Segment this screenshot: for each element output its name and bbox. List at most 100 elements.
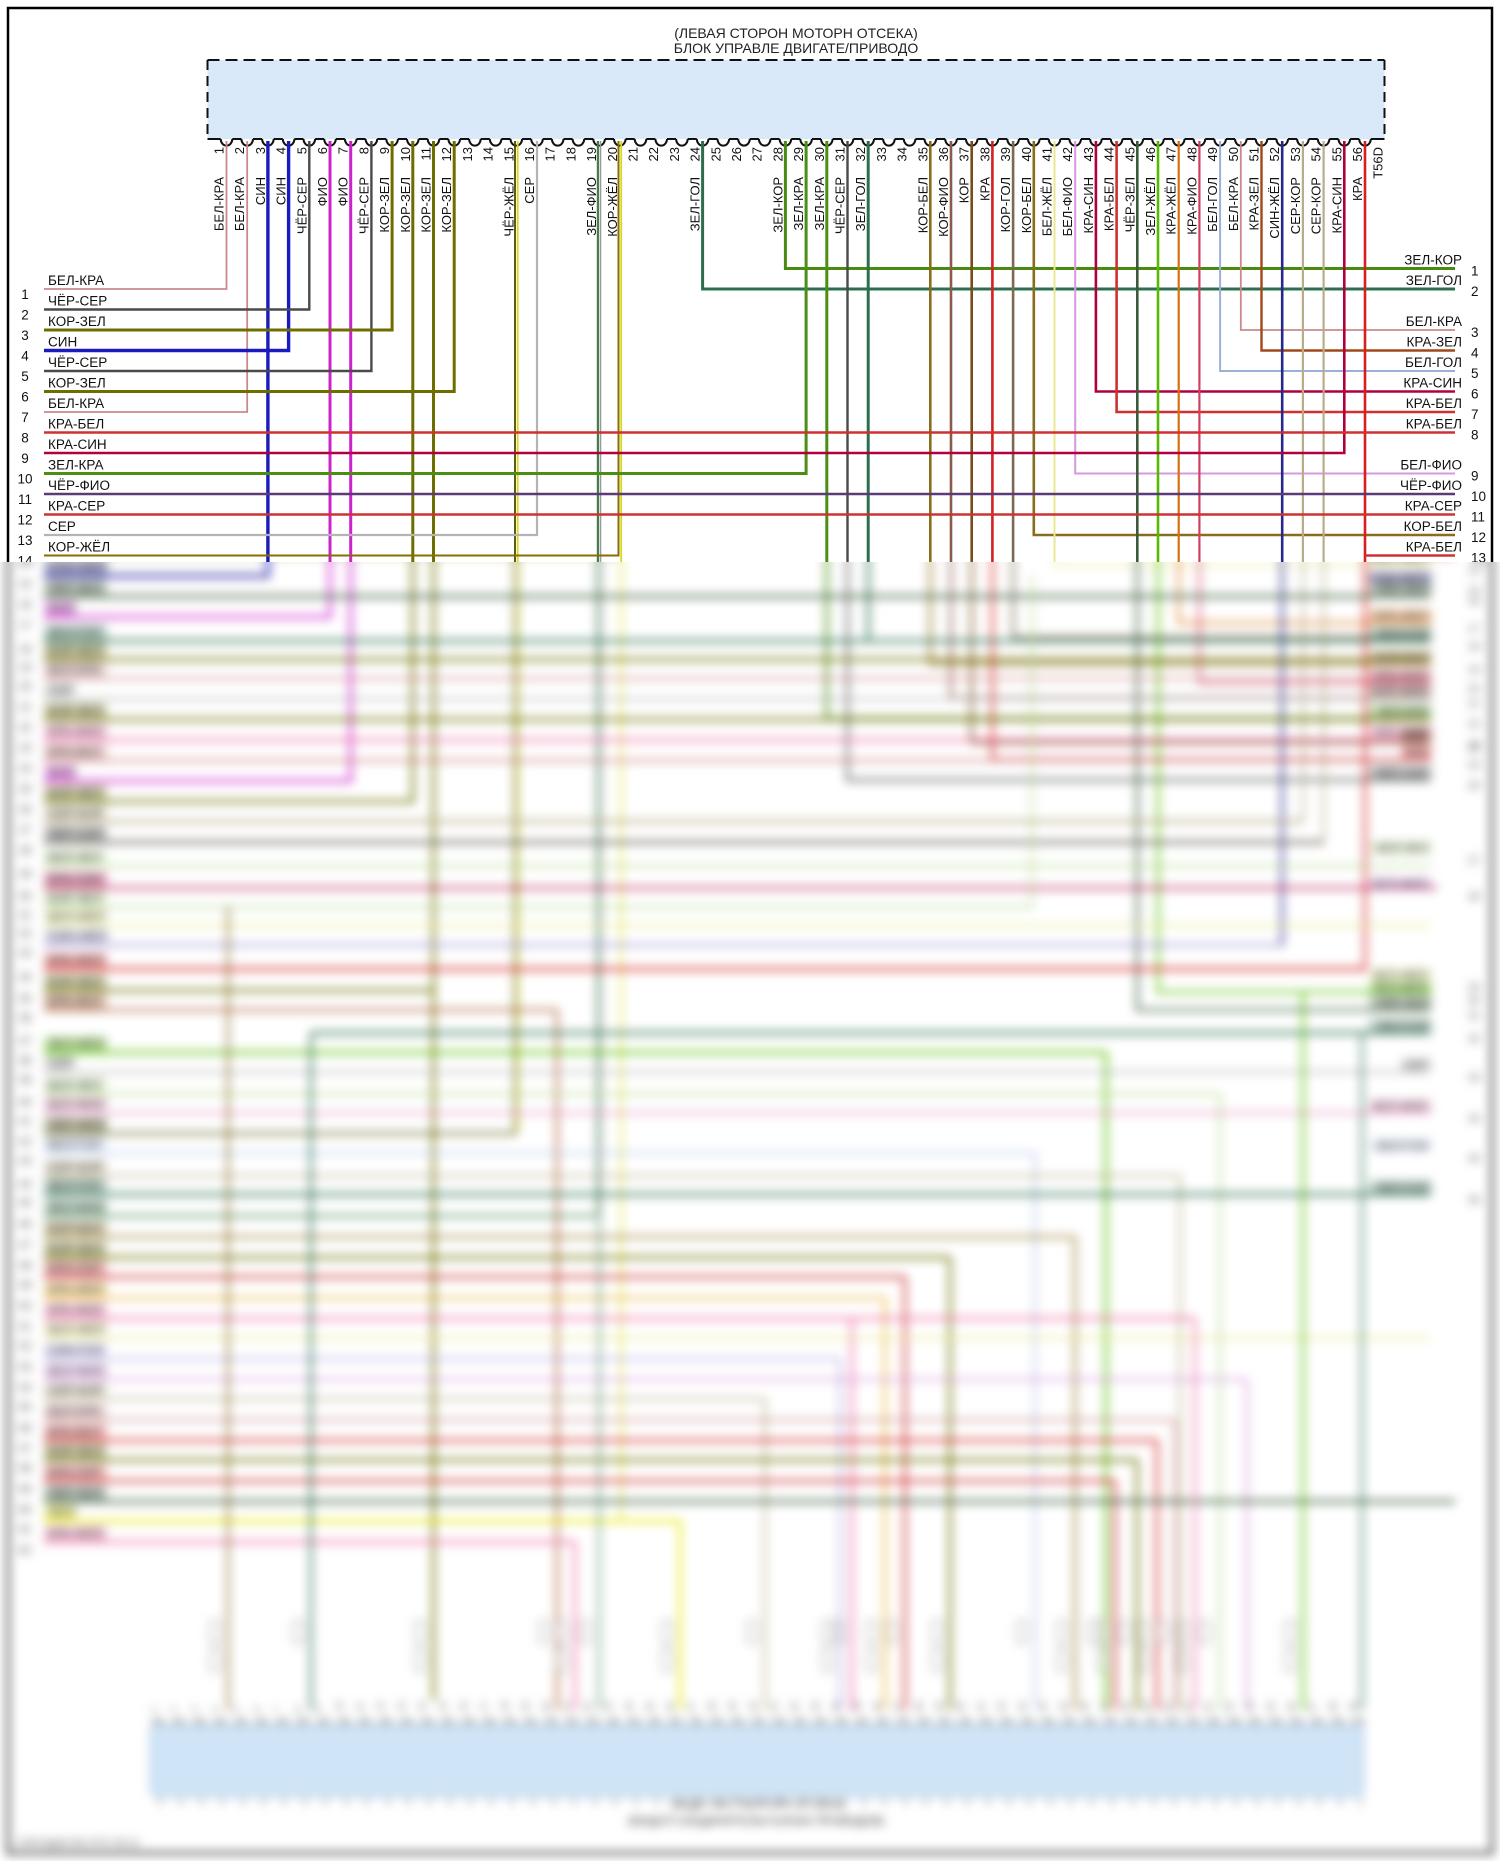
- svg-text:4: 4: [21, 349, 29, 364]
- svg-text:21: 21: [562, 1701, 573, 1712]
- svg-text:СИН-ЖЁЛ: СИН-ЖЁЛ: [48, 561, 107, 575]
- svg-text:СЕР: СЕР: [522, 177, 537, 204]
- svg-text:26: 26: [1468, 780, 1480, 792]
- svg-text:КРА-ЖЁЛ: КРА-ЖЁЛ: [48, 1283, 103, 1297]
- svg-text:КОР-ЗЕЛ: КОР-ЗЕЛ: [48, 704, 101, 718]
- svg-text:4: 4: [1471, 346, 1479, 361]
- svg-text:8: 8: [356, 147, 371, 154]
- svg-text:14: 14: [481, 147, 496, 161]
- svg-text:10: 10: [398, 147, 413, 161]
- svg-text:41: 41: [1040, 147, 1055, 161]
- svg-text:57: 57: [1307, 1701, 1318, 1712]
- svg-text:50: 50: [18, 1299, 32, 1313]
- svg-text:ЗЕЛ-ЖЁЛ: ЗЕЛ-ЖЁЛ: [1143, 177, 1158, 236]
- svg-text:50: 50: [1226, 147, 1241, 161]
- svg-text:БЕЛ-КРА: БЕЛ-КРА: [212, 177, 227, 231]
- svg-text:29: 29: [1468, 982, 1480, 994]
- svg-text:27: 27: [18, 823, 32, 837]
- svg-text:49: 49: [1205, 147, 1220, 161]
- svg-text:ЗЕЛ-КРА: ЗЕЛ-КРА: [1379, 705, 1428, 719]
- svg-text:20: 20: [18, 680, 32, 694]
- svg-text:24: 24: [18, 762, 32, 776]
- svg-text:56: 56: [1287, 1701, 1298, 1712]
- svg-text:8: 8: [293, 1707, 304, 1712]
- svg-text:39: 39: [18, 1073, 32, 1087]
- svg-text:52: 52: [1267, 147, 1282, 161]
- svg-text:ЧЁР-СЕР: ЧЁР-СЕР: [48, 827, 103, 841]
- svg-text:58: 58: [18, 1461, 32, 1475]
- svg-text:ЗЕЛ-ГОЛ: ЗЕЛ-ГОЛ: [1378, 627, 1428, 641]
- svg-text:11: 11: [1471, 510, 1485, 525]
- svg-text:28: 28: [18, 844, 32, 858]
- svg-text:КОР-ЗЕЛ: КОР-ЗЕЛ: [48, 314, 106, 329]
- svg-text:49: 49: [18, 1278, 32, 1292]
- svg-text:КРА-ФИО: КРА-ФИО: [48, 1527, 104, 1541]
- svg-text:ЗЕЛ-ФИО: ЗЕЛ-ФИО: [584, 177, 599, 236]
- svg-text:16: 16: [1468, 596, 1480, 608]
- svg-text:28: 28: [707, 1701, 718, 1712]
- svg-text:КОР-ЗЕЛ: КОР-ЗЕЛ: [48, 1242, 101, 1256]
- svg-text:ЗЕЛ-ГОЛ: ЗЕЛ-ГОЛ: [48, 1179, 100, 1193]
- svg-text:36: 36: [873, 1701, 884, 1712]
- svg-text:37: 37: [18, 1034, 32, 1048]
- svg-text:КОР-ФИО: КОР-ФИО: [936, 177, 951, 237]
- svg-text:44: 44: [1038, 1701, 1049, 1712]
- svg-text:БЕЛ-ЖЁЛ: БЕЛ-ЖЁЛ: [1040, 177, 1055, 236]
- svg-text:ЧЁР-ЗЕЛ: ЧЁР-ЗЕЛ: [48, 1486, 101, 1500]
- svg-text:ЗЕЛ-ЖЁЛ: ЗЕЛ-ЖЁЛ: [1374, 981, 1428, 995]
- svg-text:55: 55: [18, 1400, 32, 1414]
- svg-text:КОР-ЖЁЛ: КОР-ЖЁЛ: [48, 540, 110, 555]
- svg-text:БЕЛ-ЖЁЛ: БЕЛ-ЖЁЛ: [48, 910, 105, 924]
- svg-text:38: 38: [914, 1701, 925, 1712]
- svg-text:54: 54: [18, 1381, 32, 1395]
- svg-text:БЕЛ-ЗЕЛ: БЕЛ-ЗЕЛ: [48, 851, 101, 865]
- svg-text:ЗЕЛ-КРА: ЗЕЛ-КРА: [791, 177, 806, 231]
- svg-text:24: 24: [624, 1701, 635, 1712]
- svg-text:БЕЛ-ФИО: БЕЛ-ФИО: [1060, 177, 1075, 236]
- svg-text:4: 4: [210, 1707, 221, 1712]
- svg-text:(ЗАДН ЧАСТ МОТОРН ОТСЕКА): (ЗАДН ЧАСТ МОТОРН ОТСЕКА): [671, 1799, 846, 1811]
- svg-text:БЕЛ-КРА: БЕЛ-КРА: [232, 177, 247, 231]
- svg-text:17: 17: [18, 618, 32, 632]
- svg-text:14: 14: [417, 1701, 428, 1712]
- svg-text:ЧЁР-ФИО: ЧЁР-ФИО: [1400, 478, 1462, 493]
- svg-text:БЕЛ-ФИО: БЕЛ-ФИО: [1373, 1099, 1428, 1113]
- svg-text:КРА: КРА: [1350, 177, 1365, 201]
- svg-text:39: 39: [998, 147, 1013, 161]
- svg-text:61: 61: [18, 1522, 32, 1536]
- svg-text:42: 42: [997, 1701, 1008, 1712]
- svg-text:БЕЛ-КРА: БЕЛ-КРА: [1406, 314, 1462, 329]
- svg-text:59: 59: [18, 1482, 32, 1496]
- svg-text:32: 32: [1468, 1033, 1480, 1045]
- svg-text:32: 32: [853, 147, 868, 161]
- svg-text:9: 9: [377, 147, 392, 154]
- svg-text:БЕЛ-КРА: БЕЛ-КРА: [48, 273, 104, 288]
- svg-text:25: 25: [18, 782, 32, 796]
- svg-text:57: 57: [18, 1442, 32, 1456]
- svg-text:43: 43: [18, 1154, 32, 1168]
- svg-text:КОР-ЗЕЛ: КОР-ЗЕЛ: [48, 892, 101, 906]
- svg-text:КРА-ЖЁЛ: КРА-ЖЁЛ: [48, 954, 103, 968]
- svg-text:16: 16: [459, 1701, 470, 1712]
- svg-text:15: 15: [1468, 585, 1480, 597]
- svg-text:40: 40: [18, 1095, 32, 1109]
- svg-text:17: 17: [1468, 623, 1480, 635]
- svg-text:13: 13: [396, 1701, 407, 1712]
- svg-text:КОР-ЗЕЛ: КОР-ЗЕЛ: [48, 644, 101, 658]
- svg-text:БЕЛ-ЖЁЛ: БЕЛ-ЖЁЛ: [48, 1323, 105, 1337]
- svg-text:25: 25: [645, 1701, 656, 1712]
- svg-text:45: 45: [1059, 1701, 1070, 1712]
- svg-text:25: 25: [708, 147, 723, 161]
- svg-text:58: 58: [1328, 1701, 1339, 1712]
- svg-text:КОР: КОР: [957, 177, 972, 203]
- svg-text:45: 45: [1122, 147, 1137, 161]
- svg-text:23: 23: [1468, 739, 1480, 751]
- svg-text:КРА-СИН: КРА-СИН: [1329, 177, 1344, 234]
- svg-text:СЕР: СЕР: [48, 684, 74, 698]
- svg-text:ФИО: ФИО: [48, 766, 76, 780]
- svg-text:48: 48: [1121, 1701, 1132, 1712]
- svg-text:6: 6: [21, 390, 29, 405]
- svg-text:СИН-ЖЁЛ: СИН-ЖЁЛ: [48, 930, 107, 944]
- svg-text:31: 31: [833, 147, 848, 161]
- svg-text:ЗЕЛ-ГОЛ: ЗЕЛ-ГОЛ: [853, 177, 868, 231]
